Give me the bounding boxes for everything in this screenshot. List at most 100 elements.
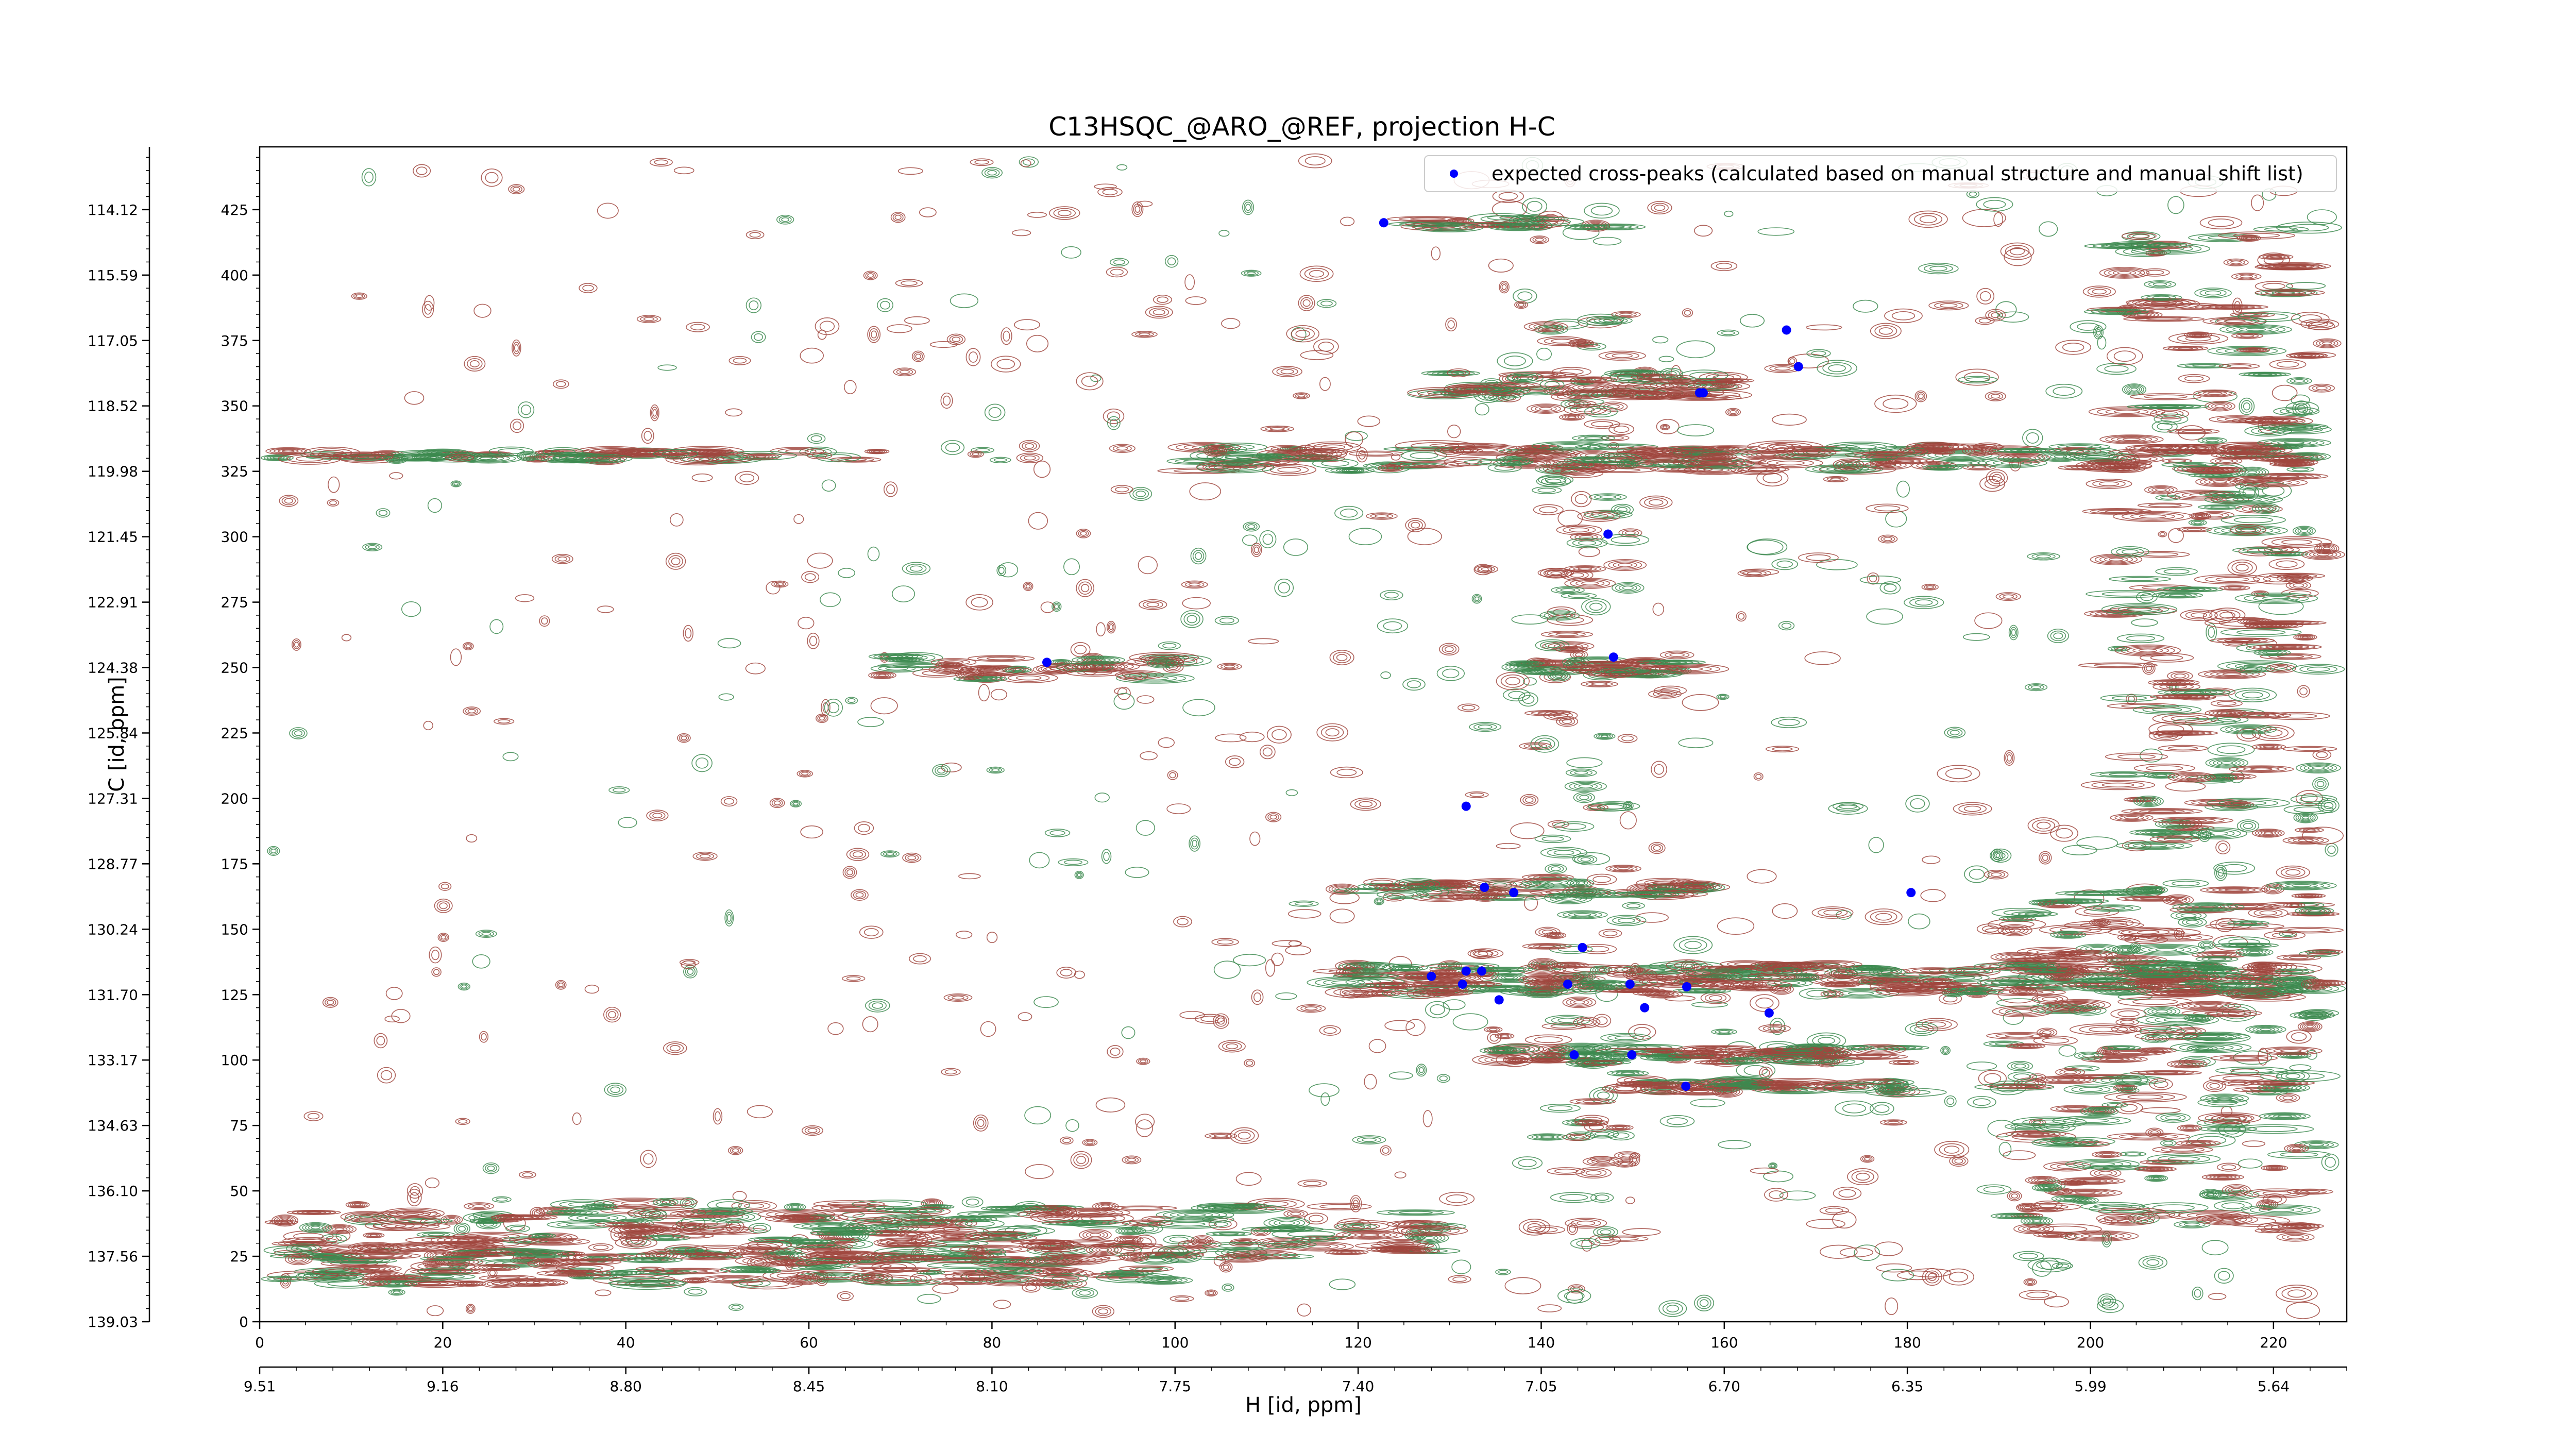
contour-ring — [2146, 269, 2164, 275]
contour-ring — [691, 473, 713, 482]
contour-ring — [289, 727, 308, 739]
contour-ring — [2050, 630, 2066, 642]
contour-ring — [1864, 1157, 1871, 1161]
contour-ring — [1294, 901, 1313, 906]
contour-ring — [2082, 285, 2116, 298]
contour-ring — [1138, 556, 1158, 575]
contour-ring — [1761, 1069, 1770, 1077]
contour-ring — [2202, 942, 2211, 947]
contour-ring — [1135, 1114, 1155, 1130]
contour-ring — [1436, 1074, 1450, 1083]
contour-ring — [731, 1305, 741, 1310]
contour-ring — [1926, 585, 1934, 589]
contour-ring — [1998, 1142, 2012, 1157]
contour-ring — [1619, 811, 1637, 830]
contour-ring — [745, 662, 766, 675]
contour-ring — [1884, 1120, 1904, 1125]
contour-ring — [1518, 302, 1524, 307]
contour-ring — [539, 615, 550, 627]
contour-ring — [557, 557, 568, 562]
contour-ring — [468, 1306, 473, 1311]
contour-ring — [1771, 558, 1799, 570]
contour-ring — [853, 890, 867, 899]
contour-ring — [1518, 1158, 1537, 1167]
contour-ring — [597, 605, 614, 613]
contour-ring — [1755, 773, 1762, 779]
contour-ring — [1823, 909, 1842, 916]
contour-ring — [1295, 330, 1310, 338]
contour-ring — [1189, 582, 1201, 587]
contour-ring — [887, 324, 912, 333]
contour-ring — [1253, 546, 1259, 553]
contour-ring — [819, 716, 825, 721]
contour-ring — [393, 1290, 401, 1294]
contour-ring — [1965, 377, 1990, 382]
contour-ring — [996, 359, 1015, 369]
contour-ring — [1866, 503, 1909, 513]
contour-ring — [809, 635, 818, 646]
contour-ring — [1059, 1136, 1074, 1145]
contour-ring — [1757, 227, 1795, 236]
contour-ring — [2096, 363, 2137, 375]
contour-ring — [1878, 327, 1893, 335]
contour-ring — [1778, 718, 1800, 726]
contour-ring — [1764, 1188, 1788, 1202]
contour-ring — [618, 817, 637, 829]
contour-ring — [1486, 1027, 1500, 1032]
contour-ring — [652, 813, 663, 818]
contour-ring — [1924, 584, 1937, 590]
contour-ring — [1594, 494, 1622, 500]
contour-ring — [1538, 740, 1551, 748]
contour-ring — [1630, 1154, 1639, 1165]
contour-ring — [2131, 618, 2158, 627]
contour-ring — [1101, 849, 1112, 864]
contour-ring — [2148, 1128, 2161, 1136]
contour-ring — [466, 834, 478, 843]
contour-ring — [1918, 393, 1924, 399]
contour-ring — [2023, 1278, 2037, 1286]
contour-ring — [1214, 616, 1239, 626]
contour-ring — [2206, 623, 2217, 642]
contour-ring — [1944, 727, 1966, 738]
contour-ring — [1106, 620, 1116, 634]
contour-ring — [1162, 643, 1177, 649]
contour-ring — [2184, 1222, 2200, 1227]
contour-ring — [2010, 627, 2018, 638]
contour-ring — [2300, 318, 2340, 330]
contour-ring — [685, 967, 696, 977]
contour-ring — [1471, 594, 1482, 604]
contour-ring — [1884, 308, 1923, 323]
contour-ring — [2007, 1190, 2022, 1202]
contour-ring — [467, 709, 476, 714]
contour-ring — [579, 283, 598, 293]
contour-ring — [1185, 296, 1207, 305]
contour-ring — [1132, 488, 1149, 499]
contour-ring — [1266, 726, 1292, 744]
contour-ring — [1084, 1140, 1096, 1145]
contour-ring — [1944, 1095, 1957, 1107]
contour-ring — [751, 331, 766, 343]
contour-ring — [1621, 529, 1639, 536]
contour-ring — [1113, 259, 1126, 265]
contour-ring — [1184, 274, 1195, 291]
contour-ring — [1736, 611, 1747, 622]
contour-ring — [1238, 1132, 1251, 1140]
contour-ring — [1136, 1119, 1153, 1137]
contour-ring — [1832, 802, 1864, 811]
contour-ring — [1380, 671, 1391, 679]
contour-ring — [1919, 215, 1937, 223]
contour-ring — [1826, 477, 1845, 482]
contour-ring — [2056, 1263, 2070, 1269]
contour-ring — [1530, 235, 1549, 244]
contour-ring — [458, 1226, 466, 1232]
contour-ring — [1988, 310, 2003, 320]
contour-ring — [2024, 683, 2048, 692]
contour-ring — [1153, 309, 1165, 315]
contour-ring — [1110, 1047, 1121, 1056]
contour-ring — [1052, 601, 1062, 612]
contour-ring — [1838, 1189, 1856, 1198]
contour-ring — [1575, 652, 1583, 657]
contour-ring — [677, 733, 691, 743]
contour-ring — [1235, 1172, 1262, 1186]
contour-ring — [1724, 210, 1734, 217]
